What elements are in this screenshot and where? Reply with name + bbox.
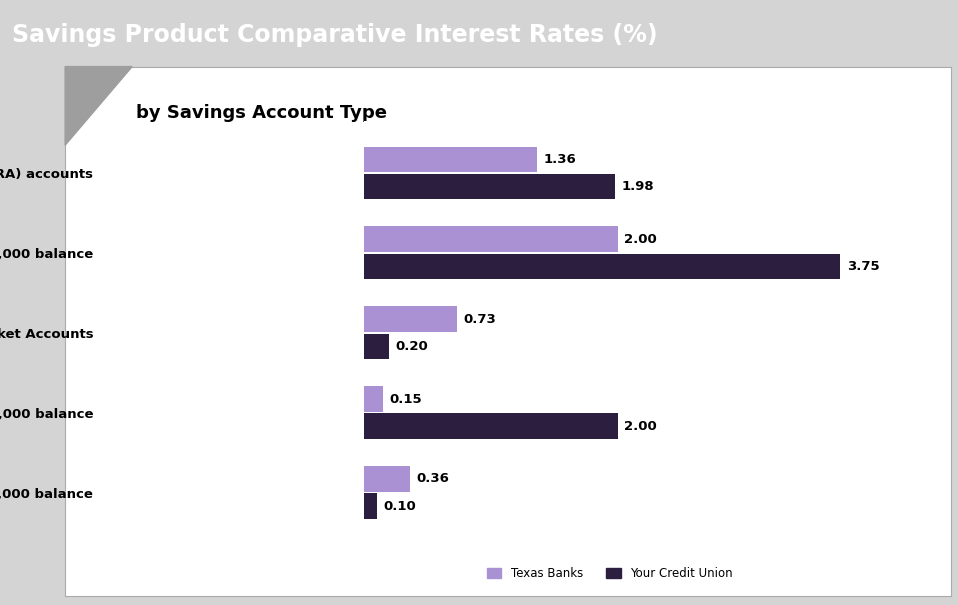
- Bar: [364, 333, 390, 359]
- Text: by Savings Account Type: by Savings Account Type: [136, 104, 387, 122]
- Text: 1.98: 1.98: [622, 180, 654, 193]
- Text: 0.20: 0.20: [396, 340, 428, 353]
- Bar: [364, 466, 410, 492]
- Bar: [364, 146, 536, 172]
- Legend: Texas Banks, Your Credit Union: Texas Banks, Your Credit Union: [482, 563, 738, 585]
- Bar: [364, 386, 383, 412]
- Bar: [364, 306, 457, 332]
- Text: 0.15: 0.15: [390, 393, 422, 405]
- Bar: [364, 493, 376, 519]
- Bar: [364, 174, 615, 199]
- Text: 2.00: 2.00: [625, 420, 657, 433]
- Text: 0.36: 0.36: [416, 473, 449, 485]
- Text: 0.73: 0.73: [463, 313, 496, 325]
- Text: 3.75: 3.75: [847, 260, 879, 273]
- Bar: [364, 253, 840, 280]
- Text: 2.00: 2.00: [625, 233, 657, 246]
- Text: Savings Product Comparative Interest Rates (%): Savings Product Comparative Interest Rat…: [12, 23, 658, 47]
- Text: 0.10: 0.10: [383, 500, 416, 512]
- Text: 1.36: 1.36: [543, 153, 576, 166]
- Bar: [364, 413, 618, 439]
- Bar: [364, 226, 618, 252]
